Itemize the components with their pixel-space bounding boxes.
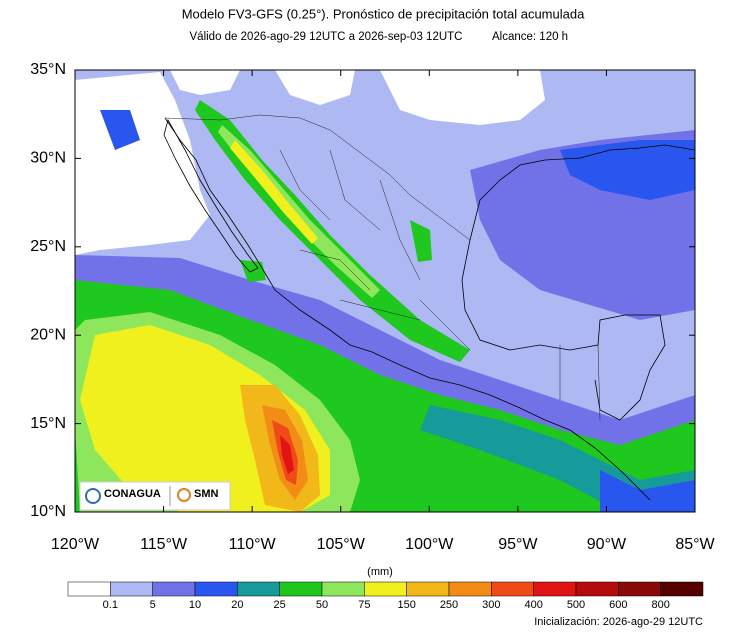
precip-area — [240, 260, 266, 282]
lon-tick-label: 105°W — [317, 536, 366, 553]
colorbar-label: 500 — [567, 599, 585, 611]
colorbar-swatch — [279, 581, 323, 597]
lon-tick-label: 95°W — [498, 536, 538, 553]
precip-field — [75, 70, 695, 512]
precip-area — [230, 140, 318, 244]
subtitle-range: Alcance: 120 h — [492, 31, 568, 43]
precip-area — [170, 70, 240, 95]
lat-tick-label: 30°N — [30, 150, 66, 167]
logo-background — [79, 481, 231, 511]
colorbar-unit: (mm) — [367, 566, 393, 578]
colorbar-swatch — [575, 581, 619, 597]
colorbar-swatch — [67, 581, 111, 597]
colorbar-swatch — [533, 581, 577, 597]
colorbar-swatch — [237, 581, 280, 597]
lon-tick-label: 90°W — [587, 536, 627, 553]
colorbar-swatch — [618, 581, 661, 597]
colorbar: 0.1 5 10 20 25 50 75 150 250 300 400 500 600 800 — [67, 581, 704, 611]
colorbar-swatch — [406, 581, 450, 597]
precip-area — [280, 435, 294, 474]
colorbar-swatch — [491, 581, 534, 597]
logo-smn: SMN — [194, 488, 219, 500]
lon-tick-label: 115°W — [140, 536, 188, 553]
gulf-coast — [461, 199, 666, 421]
precip-area — [380, 70, 545, 125]
lon-tick-label: 100°W — [405, 536, 454, 553]
colorbar-swatch — [448, 581, 492, 597]
us-border — [164, 114, 471, 241]
colorbar-label: 10 — [189, 599, 201, 611]
initialization: Inicialización: 2026-ago-29 12UTC — [534, 616, 703, 628]
lon-tick-label: 120°W — [51, 536, 100, 553]
colorbar-swatch — [110, 581, 153, 597]
colorbar-label: 50 — [316, 599, 328, 611]
logo-conagua: CONAGUA — [104, 488, 161, 500]
coastlines — [163, 114, 695, 501]
colorbar-label: 75 — [358, 599, 370, 611]
coastline — [164, 117, 651, 501]
colorbar-swatch — [660, 581, 704, 597]
colorbar-swatch — [194, 581, 238, 597]
subtitle-valid: Válido de 2026-ago-29 12UTC a 2026-sep-0… — [190, 31, 463, 43]
lon-tick-label: 110°W — [229, 536, 277, 553]
colorbar-label: 0.1 — [103, 599, 118, 611]
colorbar-label: 250 — [440, 599, 458, 611]
colorbar-label: 5 — [150, 599, 156, 611]
colorbar-label: 800 — [651, 599, 669, 611]
colorbar-swatch — [321, 581, 365, 597]
precip-area — [275, 70, 355, 105]
map-frame — [74, 69, 696, 513]
logo-box: CONAGUA SMN — [79, 481, 231, 511]
colorbar-label: 150 — [397, 599, 415, 611]
lon-tick-label: 85°W — [675, 536, 715, 553]
precip-area — [195, 100, 470, 362]
state-borders — [279, 149, 601, 421]
title: Modelo FV3-GFS (0.25°). Pronóstico de pr… — [182, 6, 585, 21]
colorbar-label: 25 — [274, 599, 286, 611]
colorbar-label: 20 — [231, 599, 243, 611]
precip-area — [550, 190, 630, 260]
precip-area — [410, 220, 432, 262]
precip-area — [600, 470, 695, 512]
smn-icon — [177, 488, 191, 502]
precip-area — [75, 255, 695, 450]
lat-tick-label: 20°N — [30, 326, 66, 343]
colorbar-label: 400 — [524, 599, 542, 611]
lat-tick-label: 10°N — [30, 503, 66, 520]
baja-coast — [163, 118, 259, 273]
precip-area — [100, 110, 140, 150]
lat-tick-label: 15°N — [30, 415, 66, 432]
colorbar-label: 600 — [609, 599, 627, 611]
conagua-icon — [85, 488, 101, 504]
lat-tick-label: 35°N — [30, 61, 66, 78]
colorbar-label: 300 — [482, 599, 500, 611]
colorbar-swatch — [152, 581, 196, 597]
lat-tick-label: 25°N — [30, 238, 66, 255]
precip-area — [560, 140, 695, 200]
colorbar-swatch — [364, 581, 407, 597]
us-gulf-coast — [479, 144, 695, 201]
